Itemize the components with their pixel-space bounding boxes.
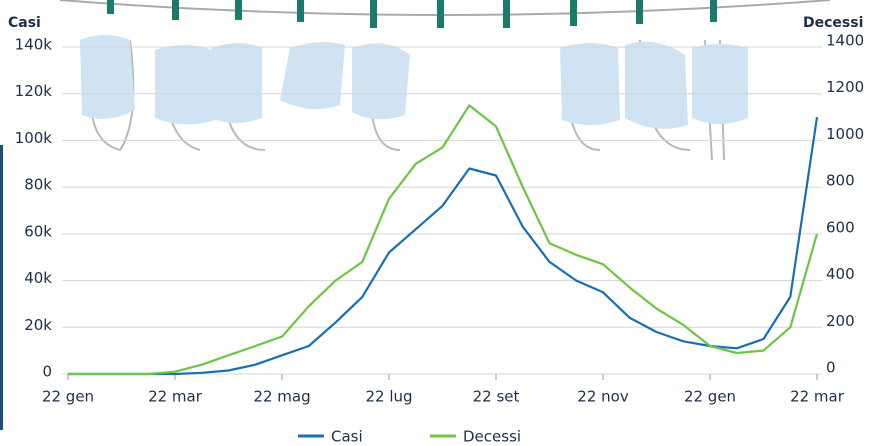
y2-tick-label: 1000 — [826, 125, 864, 143]
y-tick-label: 100k — [15, 129, 53, 147]
series-line — [68, 117, 817, 374]
y2-tick-label: 1400 — [826, 32, 864, 50]
legend-label: Decessi — [463, 428, 521, 446]
x-tick-label: 22 nov — [577, 388, 629, 406]
y2-tick-label: 400 — [826, 265, 855, 283]
x-tick-label: 22 gen — [684, 388, 736, 406]
x-tick-label: 22 lug — [365, 388, 412, 406]
y2-tick-label: 800 — [826, 172, 855, 190]
y-tick-label: 60k — [24, 222, 52, 240]
y-tick-label: 0 — [42, 363, 52, 381]
y-tick-label: 20k — [24, 316, 52, 334]
y-tick-label: 120k — [15, 82, 53, 100]
y2-tick-label: 0 — [826, 359, 836, 377]
legend-label: Casi — [331, 428, 363, 446]
legend: Casi Decessi — [298, 428, 521, 446]
x-tick-label: 22 gen — [42, 388, 94, 406]
y-tick-label: 140k — [15, 36, 53, 54]
x-tick-label: 22 mar — [148, 388, 203, 406]
decoration — [0, 0, 830, 430]
series-line — [68, 105, 817, 374]
y2-tick-label: 200 — [826, 312, 855, 330]
y-axis-title: Casi — [8, 15, 41, 31]
chart: Casi Decessi Casi Decessi 0 20k 40k 60k 80k 10… — [0, 0, 869, 446]
y-tick-label: 40k — [24, 269, 52, 287]
y-tick-label: 80k — [24, 176, 52, 194]
y2-tick-label: 1200 — [826, 78, 864, 96]
x-tick-label: 22 mar — [790, 388, 845, 406]
y2-tick-label: 600 — [826, 218, 855, 236]
x-tick-label: 22 mag — [253, 388, 310, 406]
x-tick-label: 22 set — [473, 388, 520, 406]
y2-axis-title: Decessi — [803, 15, 863, 31]
